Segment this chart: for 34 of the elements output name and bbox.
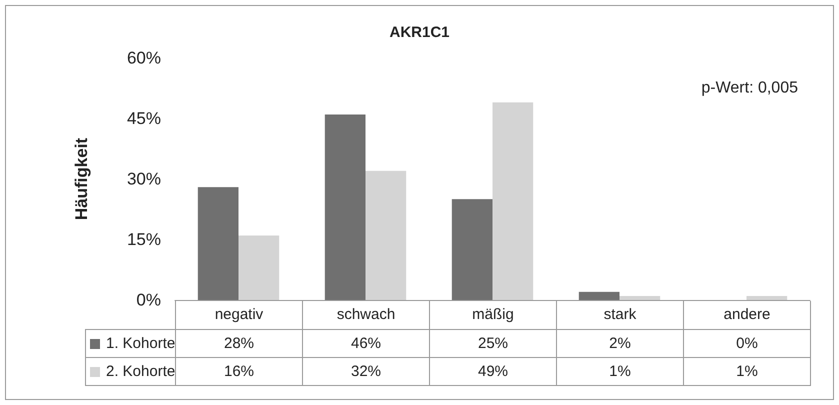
bar [198,187,238,300]
x-tick-label: stark [556,301,684,329]
data-label: 46% [302,329,430,357]
x-tick-label: andere [684,301,810,329]
x-tick-label: negativ [176,301,302,329]
bar [620,296,660,300]
legend-label: 1. Kohorte [86,329,176,357]
data-label: 25% [430,329,556,357]
data-label: 1% [684,357,810,385]
y-tick-label: 60% [126,48,161,68]
data-label: 28% [176,329,302,357]
data-label: 1% [556,357,684,385]
y-tick-label: 0% [136,290,161,310]
bar [324,114,366,300]
bar [366,170,406,300]
data-label: 49% [430,357,556,385]
y-axis-title: Häufigkeit [72,138,91,220]
bar [746,296,788,300]
bar [238,235,280,300]
legend-label: 2. Kohorte [86,357,176,385]
y-tick-label: 45% [126,109,161,128]
data-label: 16% [176,357,302,385]
bar [578,292,620,300]
y-tick-label: 30% [126,170,161,188]
bar [492,102,534,300]
y-tick-label: 15% [126,230,161,249]
annotation: p-Wert: 0,005 [701,80,798,96]
x-tick-label: schwach [302,301,430,329]
data-label: 2% [556,329,684,357]
bar [452,199,492,300]
chart-title: AKR1C1 [389,24,450,41]
x-tick-label: mäßig [430,301,556,329]
data-label: 32% [302,357,430,385]
data-label: 0% [684,329,810,357]
